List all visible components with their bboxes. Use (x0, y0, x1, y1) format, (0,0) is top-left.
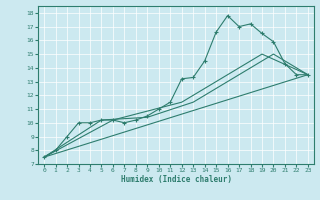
X-axis label: Humidex (Indice chaleur): Humidex (Indice chaleur) (121, 175, 231, 184)
